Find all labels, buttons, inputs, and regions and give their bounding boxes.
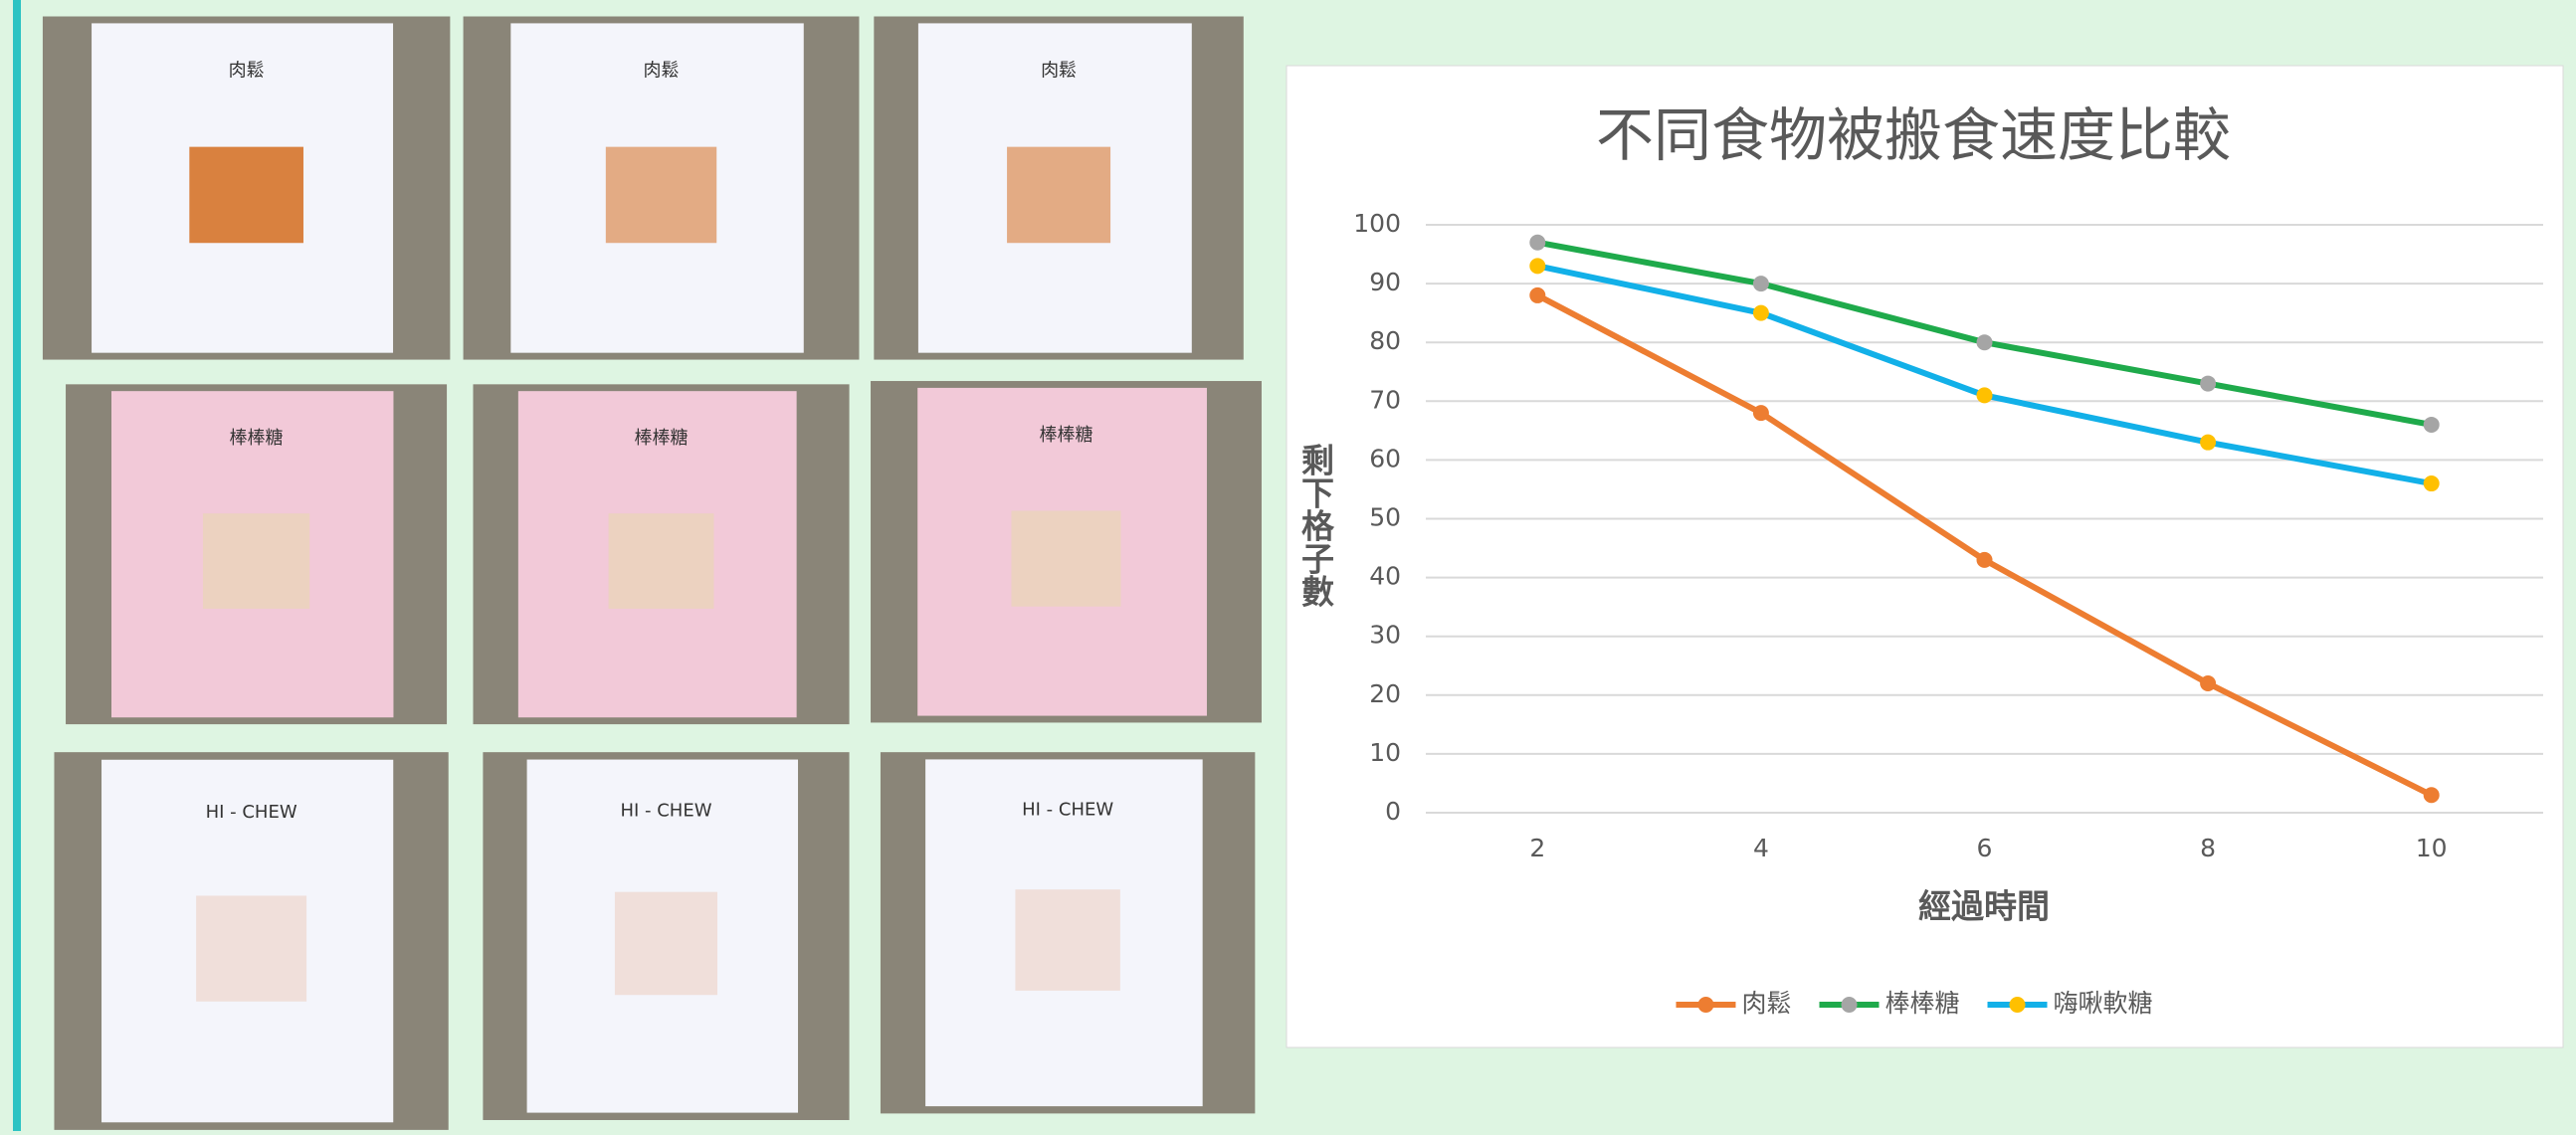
y-tick-label: 80: [1369, 326, 1401, 355]
photo: 棒棒糖: [66, 384, 448, 725]
marker: [2423, 416, 2440, 433]
x-tick-label: 6: [1977, 834, 1993, 862]
y-axis-title: 剩下格子數: [1296, 444, 1335, 609]
photo: HI - CHEW: [880, 752, 1256, 1114]
photo: 肉鬆: [463, 16, 860, 360]
marker: [2423, 787, 2440, 804]
y-tick-label: 30: [1369, 621, 1401, 650]
food-grid: [189, 146, 303, 244]
food-grid: [196, 895, 307, 1002]
food-grid: [202, 513, 310, 609]
y-tick-label: 60: [1369, 444, 1401, 473]
legend: 肉鬆 棒棒糖 嗨啾軟糖: [1676, 989, 2153, 1018]
legend-marker: [1841, 997, 1858, 1013]
photo-label: 棒棒糖: [635, 428, 689, 449]
photo: HI - CHEW: [483, 752, 850, 1120]
photo: 肉鬆: [42, 16, 451, 360]
y-tick-label: 20: [1369, 679, 1401, 708]
marker: [1529, 286, 1546, 303]
marker: [1752, 405, 1769, 422]
marker: [1976, 387, 1993, 404]
marker: [1976, 334, 1993, 351]
y-tick-label: 90: [1369, 268, 1401, 296]
photo: 肉鬆: [874, 16, 1244, 360]
legend-label: 嗨啾軟糖: [2054, 989, 2153, 1018]
y-tick-label: 100: [1353, 209, 1401, 238]
food-grid: [1011, 510, 1121, 607]
y-tick-label: 40: [1369, 562, 1401, 591]
marker: [1529, 234, 1546, 251]
photo: 棒棒糖: [871, 381, 1262, 723]
legend-marker: [1697, 997, 1714, 1013]
marker: [1752, 304, 1769, 321]
chart-panel: [1286, 65, 2564, 1048]
x-tick-label: 10: [2416, 834, 2448, 862]
marker: [1976, 551, 1993, 568]
x-tick-label: 4: [1753, 834, 1769, 862]
marker: [2200, 434, 2217, 451]
photo-label: 棒棒糖: [1039, 425, 1092, 446]
photo-label: 棒棒糖: [230, 428, 284, 449]
side-stripe: [13, 0, 21, 1131]
food-grid: [605, 146, 717, 244]
food-grid: [1015, 889, 1120, 991]
y-tick-label: 50: [1369, 503, 1401, 532]
marker: [1752, 276, 1769, 292]
photo: HI - CHEW: [54, 752, 449, 1130]
y-tick-label: 10: [1369, 738, 1401, 767]
y-tick-label: 70: [1369, 385, 1401, 414]
legend-marker: [2009, 997, 2026, 1013]
photo-label: HI - CHEW: [1022, 799, 1113, 820]
marker: [1529, 258, 1546, 275]
legend-label: 肉鬆: [1741, 989, 1791, 1018]
chart-title: 不同食物被搬食速度比較: [1596, 101, 2231, 169]
food-grid: [614, 891, 718, 996]
marker: [2200, 674, 2217, 691]
y-tick-label: 0: [1385, 797, 1401, 826]
marker: [2423, 475, 2440, 492]
photo-label: HI - CHEW: [206, 802, 297, 823]
x-axis-title: 經過時間: [1918, 887, 2050, 926]
x-tick-label: 2: [1529, 834, 1545, 862]
photo-label: 肉鬆: [644, 60, 680, 82]
x-tick-label: 8: [2200, 834, 2216, 862]
food-grid: [1007, 146, 1111, 244]
legend-label: 棒棒糖: [1884, 989, 1959, 1018]
food-grid: [608, 513, 714, 609]
marker: [2200, 375, 2217, 392]
photo-label: HI - CHEW: [620, 800, 711, 821]
photo-label: 肉鬆: [1041, 60, 1077, 82]
photo-label: 肉鬆: [229, 60, 265, 82]
photo: 棒棒糖: [473, 384, 850, 725]
